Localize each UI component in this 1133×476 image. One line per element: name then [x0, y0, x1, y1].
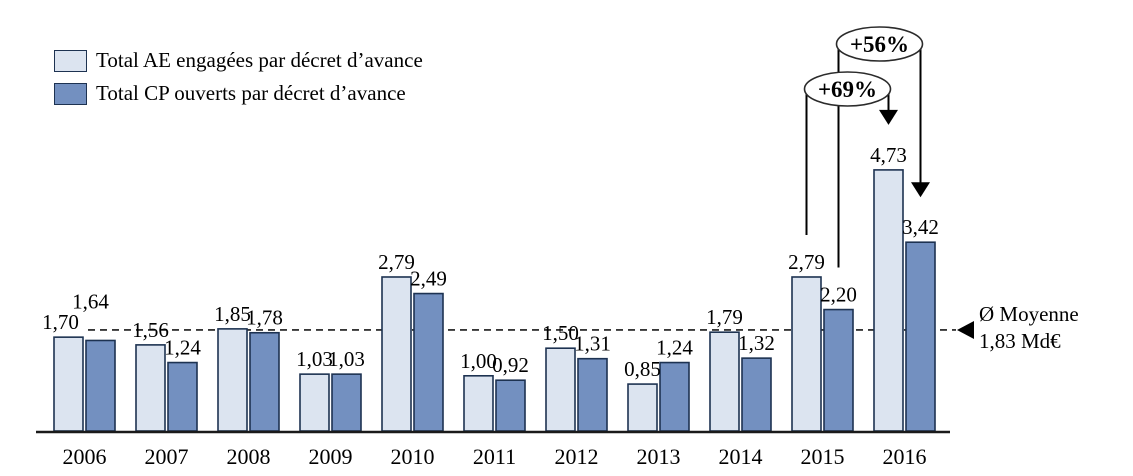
legend-label-ae: Total AE engagées par décret d’avance — [96, 48, 423, 72]
x-axis-label-2012: 2012 — [555, 444, 599, 469]
average-line-label-line2: 1,83 Md€ — [979, 329, 1061, 353]
bar-cp-2008 — [249, 331, 280, 432]
annotation-arrowhead-2016-cp — [911, 182, 930, 198]
x-axis-label-2015: 2015 — [801, 444, 845, 469]
legend-item-cp: Total CP ouverts par décret d’avance — [54, 82, 423, 105]
legend-swatch-ae — [54, 49, 87, 72]
annotation-badge-+69% — [803, 71, 892, 107]
bar-label-ae-2007: 1,56 — [132, 318, 169, 342]
bar-label-cp-2012: 1,31 — [574, 332, 611, 356]
bar-cp-2011 — [495, 379, 526, 432]
bar-label-ae-2016: 4,73 — [870, 143, 907, 167]
annotation-label-+56%: +56% — [850, 32, 909, 57]
bar-cp-2013 — [659, 361, 690, 432]
annotation-label-+69%: +69% — [818, 77, 877, 102]
annotation-arrowhead-2016-ae — [879, 109, 898, 125]
average-line-label-line1: Ø Moyenne — [979, 302, 1079, 326]
legend: Total AE engagées par décret d’avance To… — [54, 49, 423, 105]
bar-ae-2011 — [463, 374, 494, 432]
bar-label-cp-2011: 0,92 — [492, 353, 529, 377]
x-axis-label-2016: 2016 — [883, 444, 927, 469]
bar-cp-2010 — [413, 292, 444, 432]
bar-label-ae-2014: 1,79 — [706, 305, 743, 329]
bar-label-ae-2006: 1,70 — [42, 310, 79, 334]
bar-label-cp-2015: 2,20 — [820, 283, 857, 307]
bar-label-ae-2012: 1,50 — [542, 321, 579, 345]
average-marker-triangle — [957, 320, 974, 339]
x-axis-label-2006: 2006 — [63, 444, 107, 469]
bar-ae-2010 — [381, 276, 412, 432]
bar-ae-2015 — [791, 276, 822, 432]
bar-ae-2016 — [873, 169, 904, 432]
bar-label-cp-2010: 2,49 — [410, 267, 447, 291]
bar-label-cp-2006: 1,64 — [72, 289, 109, 313]
bar-cp-2015 — [823, 308, 854, 432]
bar-label-ae-2015: 2,79 — [788, 250, 825, 274]
bar-cp-2012 — [577, 357, 608, 432]
x-axis-label-2011: 2011 — [473, 444, 516, 469]
bar-label-cp-2016: 3,42 — [902, 215, 939, 239]
x-axis-label-2007: 2007 — [145, 444, 189, 469]
annotation-badge-+56% — [835, 26, 924, 62]
bar-ae-2007 — [135, 344, 166, 432]
bar-cp-2016 — [905, 241, 936, 432]
bar-label-ae-2008: 1,85 — [214, 302, 251, 326]
bar-label-cp-2013: 1,24 — [656, 336, 693, 360]
bar-label-cp-2014: 1,32 — [738, 331, 775, 355]
bar-label-ae-2013: 0,85 — [624, 357, 661, 381]
bar-label-cp-2009: 1,03 — [328, 347, 365, 371]
bar-label-ae-2009: 1,03 — [296, 347, 333, 371]
bar-cp-2007 — [167, 361, 198, 432]
x-axis-label-2014: 2014 — [719, 444, 763, 469]
bar-cp-2014 — [741, 357, 772, 432]
bar-cp-2006 — [85, 339, 116, 432]
legend-label-cp: Total CP ouverts par décret d’avance — [96, 81, 406, 105]
bar-cp-2009 — [331, 373, 362, 432]
bar-ae-2008 — [217, 328, 248, 432]
bar-ae-2013 — [627, 383, 658, 432]
bar-ae-2006 — [53, 336, 84, 432]
legend-item-ae: Total AE engagées par décret d’avance — [54, 49, 423, 72]
bar-label-ae-2010: 2,79 — [378, 250, 415, 274]
bar-label-cp-2008: 1,78 — [246, 306, 283, 330]
bar-ae-2009 — [299, 373, 330, 432]
bar-label-cp-2007: 1,24 — [164, 336, 201, 360]
bar-ae-2014 — [709, 331, 740, 432]
average-line-label: Ø Moyenne 1,83 Md€ — [979, 301, 1079, 355]
x-axis-label-2013: 2013 — [637, 444, 681, 469]
bar-label-ae-2011: 1,00 — [460, 349, 497, 373]
legend-swatch-cp — [54, 82, 87, 105]
x-axis-label-2010: 2010 — [391, 444, 435, 469]
x-axis-label-2009: 2009 — [309, 444, 353, 469]
x-axis-label-2008: 2008 — [227, 444, 271, 469]
bar-ae-2012 — [545, 347, 576, 432]
